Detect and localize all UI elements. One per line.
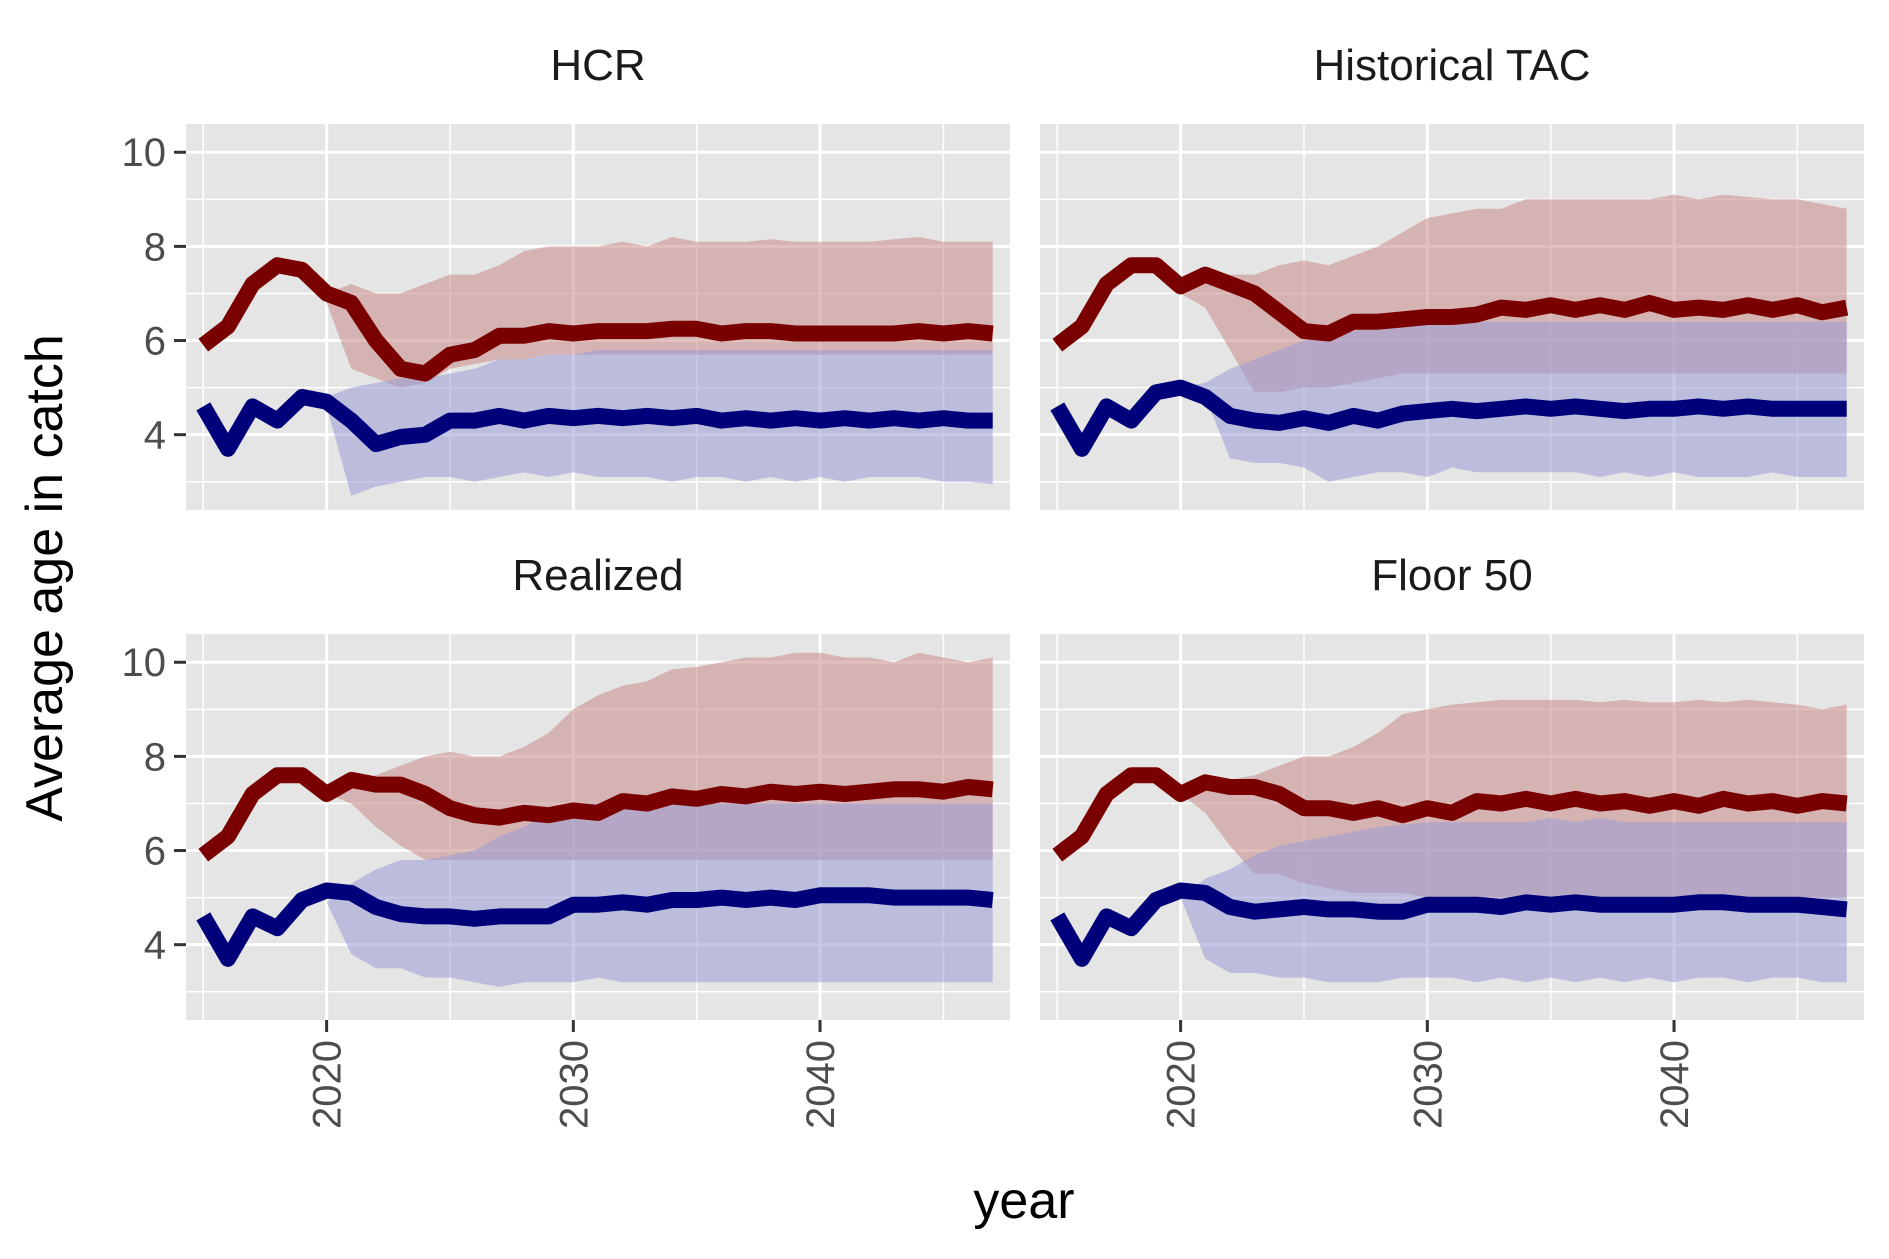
x-tick-label: 2040 xyxy=(1653,1040,1697,1129)
x-axis-title: year xyxy=(973,1172,1074,1230)
panel-title: HCR xyxy=(550,41,645,90)
older-age-series-line xyxy=(198,257,994,382)
panel-historical-tac: Historical TAC xyxy=(1040,41,1864,510)
axes-layer: 4 6 8 10 4 6 8 10 2020 2030 2040 2020 2030 2040 xyxy=(122,131,1698,1129)
panel-title: Realized xyxy=(512,551,683,600)
y-tick-label: 8 xyxy=(144,735,166,779)
x-tick-label: 2020 xyxy=(306,1040,350,1129)
x-tick-label: 2020 xyxy=(1160,1040,1204,1129)
x-tick-label: 2040 xyxy=(799,1040,843,1129)
younger-age-series-line xyxy=(1050,882,1848,967)
younger-age-series-line xyxy=(1050,379,1847,457)
y-tick-label: 6 xyxy=(144,830,166,874)
panel-floor-50: Floor 50 xyxy=(1040,551,1864,1020)
older-age-series-line xyxy=(1052,257,1849,352)
panels-layer: HCR Historical TAC Realized Floor 50 xyxy=(186,41,1864,1020)
older-age-interval-band xyxy=(326,237,993,388)
y-tick-label: 4 xyxy=(144,414,166,458)
panel-hcr: HCR xyxy=(186,41,1010,510)
panel-title: Historical TAC xyxy=(1313,41,1590,90)
x-tick-label: 2030 xyxy=(552,1040,596,1129)
younger-age-series-line xyxy=(196,389,993,457)
y-tick-label: 8 xyxy=(144,225,166,269)
y-tick-label: 6 xyxy=(144,320,166,364)
y-tick-label: 10 xyxy=(122,131,167,175)
y-tick-label: 10 xyxy=(122,641,167,685)
younger-age-series-line xyxy=(196,882,994,967)
older-age-series-line xyxy=(198,767,994,862)
y-axis-title: Average age in catch xyxy=(16,334,74,822)
y-tick-label: 4 xyxy=(144,924,166,968)
x-tick-label: 2030 xyxy=(1406,1040,1450,1129)
panel-realized: Realized xyxy=(186,551,1010,1020)
older-age-series-line xyxy=(1052,767,1848,862)
panel-title: Floor 50 xyxy=(1371,551,1532,600)
